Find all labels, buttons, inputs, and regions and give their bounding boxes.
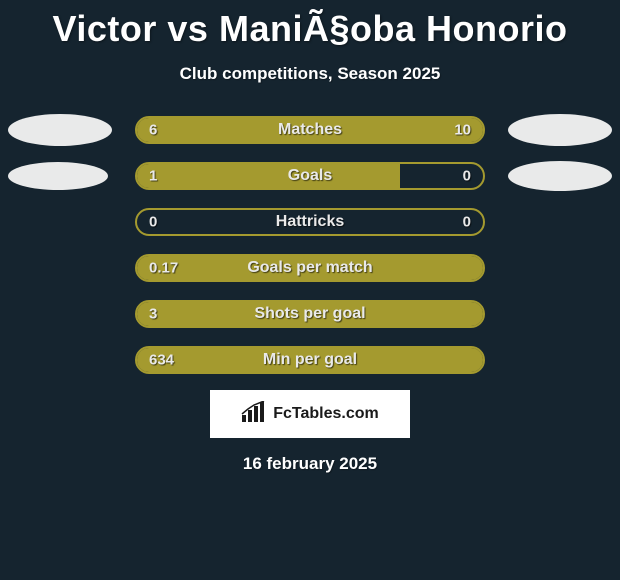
stat-row: Min per goal 634	[0, 344, 620, 376]
stat-value-right: 10	[454, 122, 471, 139]
date-line: 16 february 2025	[0, 454, 620, 474]
stat-label: Min per goal	[263, 351, 357, 369]
stat-bar: Goals per match 0.17	[135, 254, 485, 282]
stat-label: Goals per match	[247, 259, 372, 277]
brand-badge[interactable]: FcTables.com	[210, 390, 410, 438]
stat-value-right: 0	[463, 168, 471, 185]
stat-row: Goals 1 0	[0, 160, 620, 192]
stat-bar: Goals 1 0	[135, 162, 485, 190]
player-left-marker	[8, 162, 108, 190]
stat-bar: Matches 6 10	[135, 116, 485, 144]
stat-value-left: 0	[149, 214, 157, 231]
stat-value-right: 0	[463, 214, 471, 231]
stat-row: Shots per goal 3	[0, 298, 620, 330]
stat-label: Hattricks	[276, 213, 344, 231]
stat-value-left: 1	[149, 168, 157, 185]
stat-label: Shots per goal	[254, 305, 365, 323]
stat-bar: Hattricks 0 0	[135, 208, 485, 236]
player-right-marker	[508, 114, 612, 146]
stat-value-left: 6	[149, 122, 157, 139]
bars-icon	[241, 401, 267, 428]
stat-bar: Min per goal 634	[135, 346, 485, 374]
player-left-marker	[8, 114, 112, 146]
stat-label: Matches	[278, 121, 342, 139]
stat-value-left: 3	[149, 306, 157, 323]
stat-row: Matches 6 10	[0, 114, 620, 146]
page-title: Victor vs ManiÃ§oba Honorio	[0, 0, 620, 50]
stat-bar-fill-left	[137, 164, 400, 188]
subtitle: Club competitions, Season 2025	[0, 64, 620, 84]
stat-label: Goals	[288, 167, 332, 185]
player-right-marker	[508, 161, 612, 191]
stat-value-left: 634	[149, 352, 174, 369]
comparison-chart: Matches610Goals10Hattricks00Goals per ma…	[0, 114, 620, 376]
stat-row: Hattricks 0 0	[0, 206, 620, 238]
stat-row: Goals per match 0.17	[0, 252, 620, 284]
stat-bar: Shots per goal 3	[135, 300, 485, 328]
stat-value-left: 0.17	[149, 260, 178, 277]
brand-text: FcTables.com	[273, 405, 379, 423]
